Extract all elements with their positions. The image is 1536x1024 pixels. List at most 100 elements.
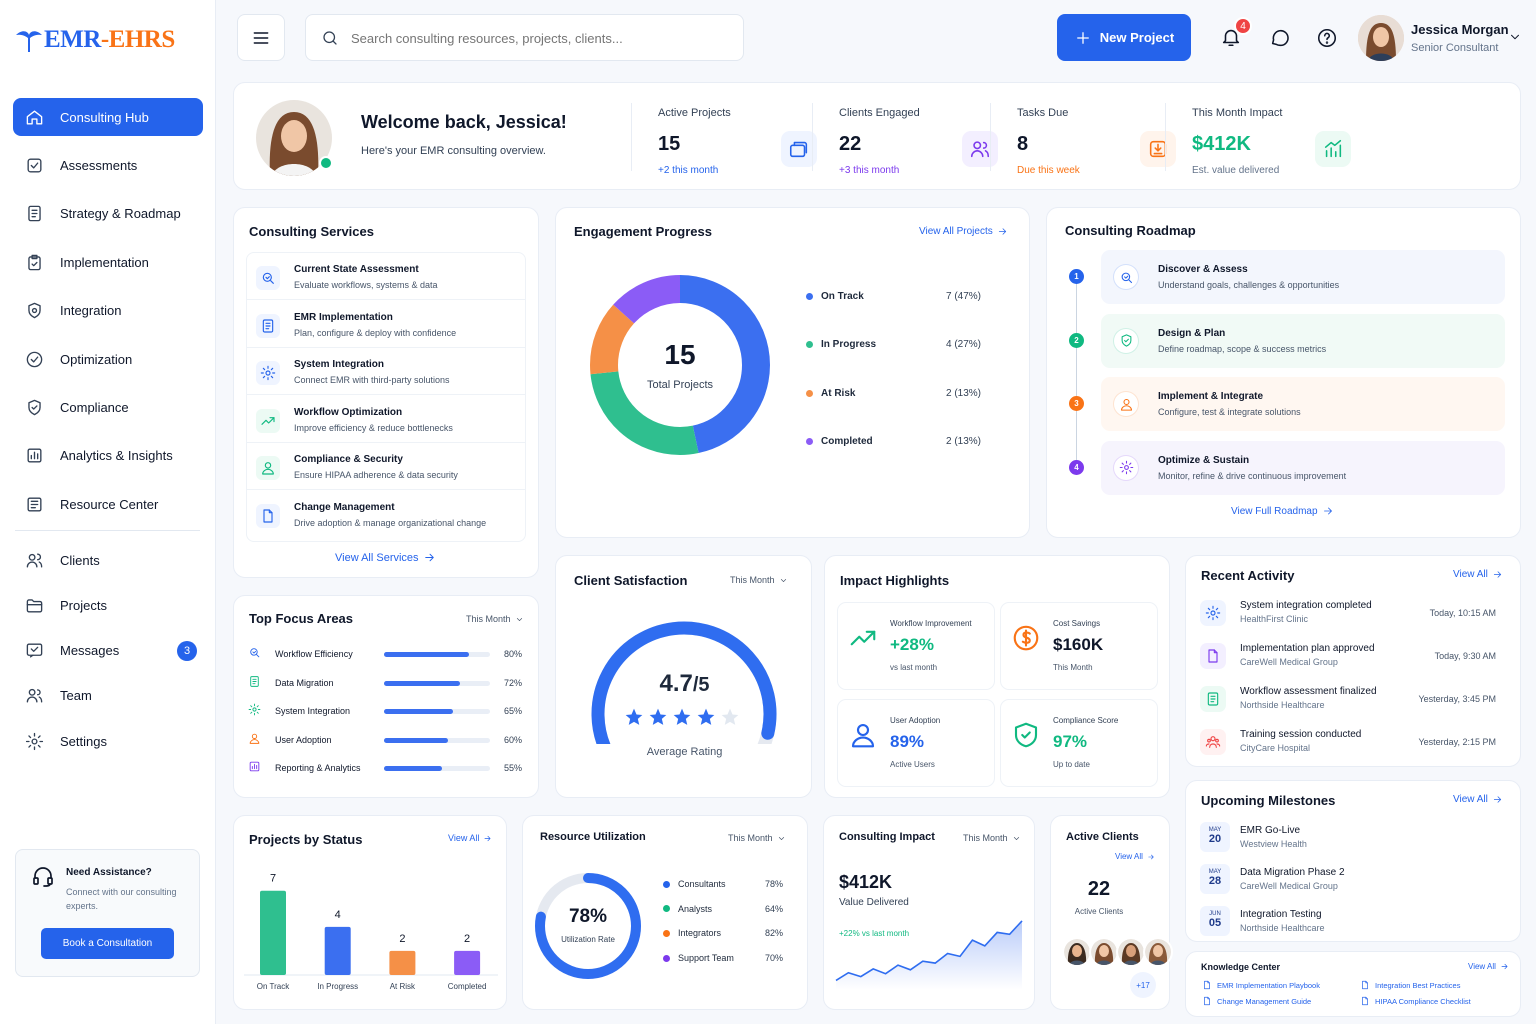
milestone-item[interactable]: JUN 05 Integration Testing Northside Health…: [1200, 906, 1500, 940]
milestones-view-all-link[interactable]: View All: [1453, 794, 1503, 805]
sidebar-item-resource-center[interactable]: Resource Center: [13, 485, 203, 523]
bar-at-risk[interactable]: [389, 950, 416, 975]
notifications-button[interactable]: 4: [1220, 17, 1252, 48]
active-clients-view-all-link[interactable]: View All: [1115, 852, 1155, 861]
consulting-impact-period-select[interactable]: This Month: [963, 833, 1021, 843]
activity-view-all-link[interactable]: View All: [1453, 569, 1503, 580]
chevron-down-icon[interactable]: [1508, 30, 1522, 44]
impact-highlights-card: Impact Highlights Workflow Improvement +2…: [824, 555, 1170, 798]
consulting-impact-card: Consulting Impact This Month $412K Value…: [823, 815, 1035, 1010]
projects-status-view-all-link[interactable]: View All: [448, 833, 492, 843]
milestone-item[interactable]: MAY 20 EMR Go-Live Westview Health: [1200, 822, 1500, 856]
sidebar-item-label: Integration: [60, 303, 122, 319]
bar-completed[interactable]: [454, 950, 481, 975]
activity-item[interactable]: System integration completed HealthFirst …: [1200, 594, 1508, 634]
projects-status-bar-chart: 7 On Track 4 In Progress 2 At Risk 2 Completed: [244, 873, 498, 991]
roadmap-step-desc: Define roadmap, scope & success metrics: [1158, 343, 1327, 354]
knowledge-link[interactable]: Integration Best Practices: [1360, 980, 1460, 990]
caduceus-icon: [16, 31, 42, 52]
user-icon: [851, 723, 875, 748]
view-all-projects-link[interactable]: View All Projects: [919, 226, 1008, 237]
document-icon: [262, 318, 274, 333]
sidebar-item-assessments[interactable]: Assessments: [13, 146, 203, 184]
menu-button[interactable]: [237, 14, 285, 61]
roadmap-step[interactable]: Discover & Assess Understand goals, chall…: [1101, 250, 1505, 304]
donut-slice-at-risk[interactable]: [590, 275, 770, 455]
service-item[interactable]: System Integration Connect EMR with third…: [246, 349, 526, 395]
roadmap-step[interactable]: Optimize & Sustain Monitor, refine & driv…: [1101, 440, 1505, 495]
brand-logo[interactable]: EMR-EHRS: [14, 26, 175, 54]
stat-label: Clients Engaged: [839, 107, 920, 119]
view-all-services-link[interactable]: View All Services: [335, 551, 436, 564]
users-icon: [26, 552, 43, 568]
chat-icon[interactable]: [1269, 27, 1291, 49]
roadmap-step[interactable]: Implement & Integrate Configure, test & i…: [1101, 377, 1505, 431]
welcome-title: Welcome back, Jessica!: [361, 112, 567, 132]
sidebar-item-team[interactable]: Team: [13, 677, 203, 715]
bar-on-track[interactable]: [260, 890, 286, 975]
roadmap-step[interactable]: Design & Plan Define roadmap, scope & suc…: [1101, 313, 1505, 368]
service-item[interactable]: EMR Implementation Plan, configure & depl…: [246, 302, 526, 348]
projects-by-status-card: Projects by Status View All 7 On Track 4 In…: [233, 815, 507, 1010]
focus-area-row: Data Migration 72%: [248, 675, 528, 695]
sidebar-item-compliance[interactable]: Compliance: [13, 388, 203, 426]
knowledge-link[interactable]: HIPAA Compliance Checklist: [1360, 996, 1471, 1006]
activity-item[interactable]: Implementation plan approved CareWell Med…: [1200, 637, 1508, 677]
book-consultation-button[interactable]: Book a Consultation: [41, 928, 174, 959]
milestone-item[interactable]: MAY 28 Data Migration Phase 2 CareWell Medi…: [1200, 864, 1500, 898]
user-avatar[interactable]: [1358, 15, 1404, 61]
activity-item[interactable]: Workflow assessment finalized Northside H…: [1200, 680, 1508, 720]
client-avatar[interactable]: [1062, 937, 1092, 967]
upcoming-milestones-card: Upcoming Milestones View All MAY 20 EMR Go…: [1185, 780, 1521, 942]
service-item[interactable]: Workflow Optimization Improve efficiency …: [246, 397, 526, 443]
service-item[interactable]: Compliance & Security Ensure HIPAA adhere…: [246, 444, 526, 490]
focus-period-select[interactable]: This Month: [466, 614, 524, 624]
utilization-title: Resource Utilization: [540, 831, 646, 843]
sidebar-item-settings[interactable]: Settings: [13, 722, 203, 760]
client-avatar[interactable]: [1116, 937, 1146, 967]
donut-slice-in-progress[interactable]: [590, 275, 770, 455]
utilization-legend-value: 64%: [765, 903, 784, 914]
sidebar-item-implementation[interactable]: Implementation: [13, 243, 203, 281]
bar-in-progress[interactable]: [324, 926, 351, 975]
arrow-right-icon: [1493, 796, 1501, 803]
knowledge-link[interactable]: EMR Implementation Playbook: [1202, 980, 1320, 990]
sidebar-item-strategy-roadmap[interactable]: Strategy & Roadmap: [13, 195, 203, 233]
stat-label: Active Projects: [658, 107, 731, 119]
service-desc: Ensure HIPAA adherence & data security: [294, 470, 458, 480]
service-icon-tile: [256, 361, 280, 385]
legend-value: 7 (47%): [946, 291, 982, 302]
star-icon: [649, 708, 667, 725]
sidebar-item-label: Assessments: [60, 157, 138, 173]
sidebar-item-integration[interactable]: Integration: [13, 292, 203, 330]
stat-sub: +3 this month: [839, 165, 900, 176]
knowledge-view-all-link[interactable]: View All: [1468, 962, 1509, 971]
sidebar-item-analytics-insights[interactable]: Analytics & Insights: [13, 437, 203, 475]
sidebar-item-messages[interactable]: Messages 3: [13, 632, 203, 670]
service-item[interactable]: Change Management Drive adoption & manage…: [246, 492, 526, 538]
legend-value: 2 (13%): [946, 435, 982, 447]
sidebar-item-optimization[interactable]: Optimization: [13, 340, 203, 378]
activity-icon-tile: [1200, 729, 1226, 755]
donut-slice-completed[interactable]: [590, 275, 770, 455]
sidebar-item-clients[interactable]: Clients: [13, 541, 203, 579]
search-input[interactable]: [351, 27, 731, 49]
utilization-period-select[interactable]: This Month: [728, 833, 786, 843]
activity-item[interactable]: Training session conducted CityCare Hospi…: [1200, 723, 1508, 763]
shield-check-icon: [28, 399, 41, 416]
impact-sub: Active Users: [890, 760, 935, 769]
satisfaction-period-select[interactable]: This Month: [730, 575, 788, 585]
more-clients-badge[interactable]: +17: [1130, 972, 1156, 998]
sidebar-item-label: Consulting Hub: [60, 109, 149, 125]
client-avatar[interactable]: [1089, 937, 1119, 967]
book-icon: [27, 497, 42, 512]
help-icon[interactable]: [1316, 27, 1338, 49]
client-avatar[interactable]: [1143, 937, 1173, 967]
view-full-roadmap-link[interactable]: View Full Roadmap: [1231, 505, 1334, 517]
new-project-button[interactable]: New Project: [1057, 14, 1191, 61]
knowledge-link[interactable]: Change Management Guide: [1202, 996, 1311, 1006]
search-bar[interactable]: [305, 14, 744, 61]
sidebar-item-consulting-hub[interactable]: Consulting Hub: [13, 98, 203, 136]
sidebar-item-projects[interactable]: Projects: [13, 586, 203, 624]
service-item[interactable]: Current State Assessment Evaluate workflo…: [246, 254, 526, 300]
